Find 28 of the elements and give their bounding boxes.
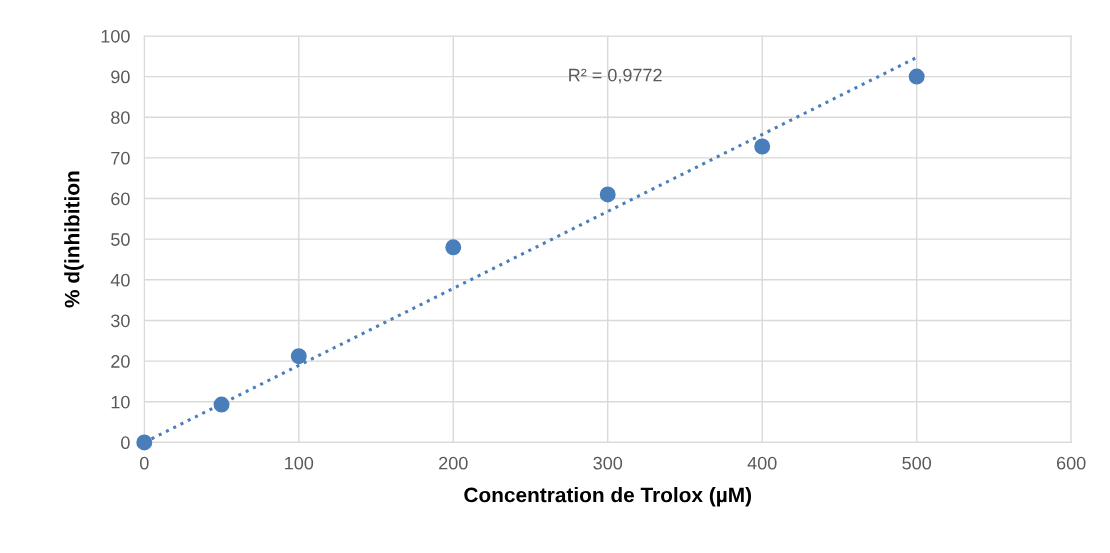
y-tick-label: 40 bbox=[110, 273, 130, 287]
y-tick-label: 10 bbox=[111, 395, 130, 409]
point bbox=[136, 434, 153, 451]
annotation: R² = 0,9772 bbox=[569, 68, 662, 84]
y-tick-label: 50 bbox=[111, 233, 130, 246]
y-tick-label: 100 bbox=[101, 29, 130, 43]
x-tick-label: 500 bbox=[902, 456, 932, 470]
point bbox=[445, 239, 462, 256]
y-tick-label: 0 bbox=[121, 436, 130, 450]
point bbox=[599, 186, 616, 203]
point bbox=[290, 348, 307, 365]
y-tick-label: 20 bbox=[111, 355, 130, 368]
y-tick-label: 60 bbox=[111, 192, 130, 206]
y-tick-label: 30 bbox=[111, 314, 130, 328]
point bbox=[754, 138, 771, 155]
x-tick-label: 0 bbox=[139, 456, 149, 470]
point bbox=[213, 396, 230, 413]
x-tick-label: 400 bbox=[747, 456, 777, 470]
point bbox=[908, 68, 925, 85]
x-tick-label: 200 bbox=[439, 456, 468, 470]
x-axis-title: Concentration de Trolox (µM) bbox=[464, 487, 752, 507]
y-tick-label: 90 bbox=[111, 70, 130, 84]
y-tick-label: 70 bbox=[111, 151, 130, 165]
y-axis-title: % d(inhibition bbox=[64, 171, 84, 308]
x-tick-label: 300 bbox=[593, 456, 623, 470]
x-tick-label: 100 bbox=[285, 456, 314, 470]
x-tick-label: 600 bbox=[1057, 456, 1086, 470]
y-tick-label: 80 bbox=[111, 111, 130, 124]
